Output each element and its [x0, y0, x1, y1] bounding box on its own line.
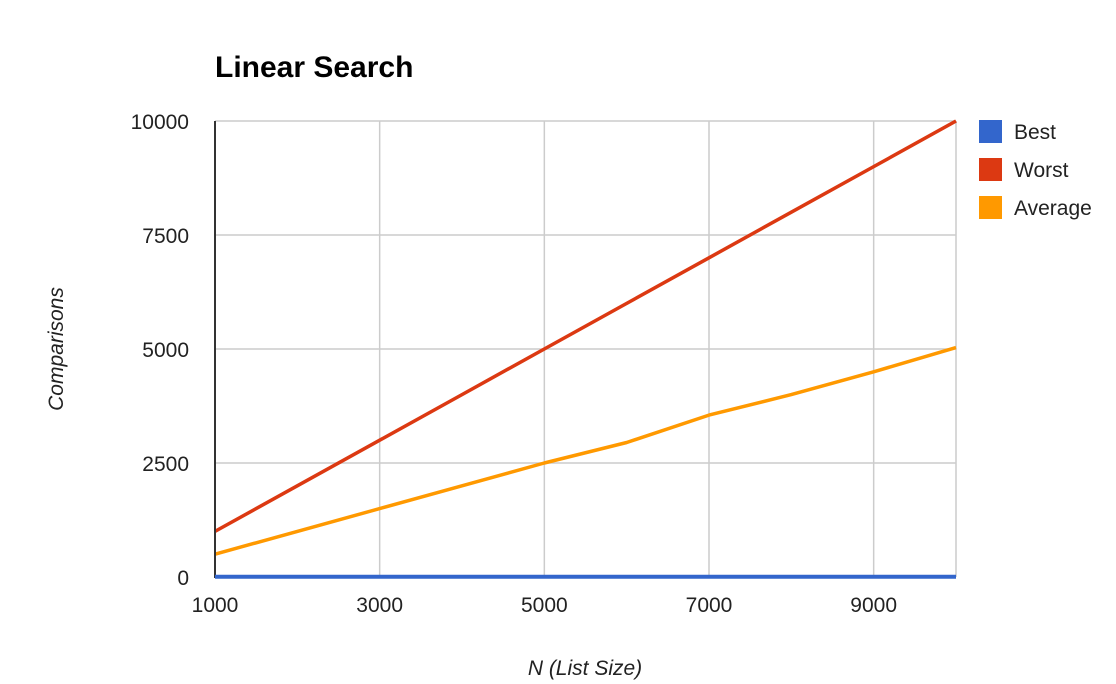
y-tick-label: 7500: [142, 225, 189, 248]
axes: [214, 121, 956, 579]
series-line-average: [214, 345, 957, 556]
legend-label-average: Average: [1014, 197, 1092, 220]
y-tick-label: 10000: [131, 111, 189, 134]
legend-swatch-best: [979, 120, 1002, 143]
chart-title: Linear Search: [215, 51, 413, 84]
legend: Best Worst Average: [979, 120, 1092, 220]
legend-swatch-average: [979, 196, 1002, 219]
y-tick-label: 2500: [142, 453, 189, 476]
x-tick-label: 7000: [686, 594, 733, 617]
x-tick-label: 9000: [850, 594, 897, 617]
legend-label-best: Best: [1014, 121, 1056, 144]
legend-swatch-worst: [979, 158, 1002, 181]
y-axis-title: Comparisons: [45, 287, 68, 411]
x-tick-label: 3000: [356, 594, 403, 617]
y-axis-ticks: 0 2500 5000 7500 10000: [131, 111, 189, 590]
y-tick-label: 0: [177, 567, 189, 590]
series-line-worst: [214, 119, 957, 533]
x-tick-label: 5000: [521, 594, 568, 617]
grid: [215, 120, 957, 577]
x-axis-ticks: 1000 3000 5000 7000 9000: [192, 594, 897, 617]
x-tick-label: 1000: [192, 594, 239, 617]
legend-label-worst: Worst: [1014, 159, 1069, 182]
y-tick-label: 5000: [142, 339, 189, 362]
x-axis-title: N (List Size): [528, 657, 642, 680]
